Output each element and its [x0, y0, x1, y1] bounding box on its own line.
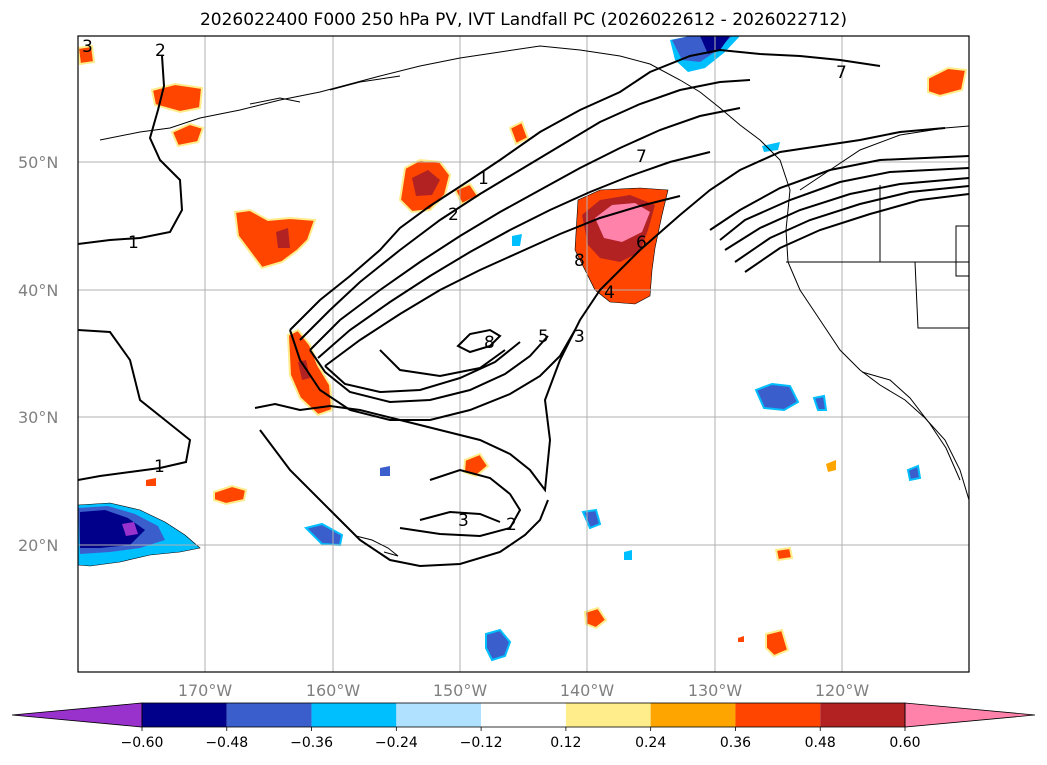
contour-label: 1	[154, 457, 165, 477]
colorbar-tick-label: 0.48	[805, 735, 836, 751]
longitude-labels: 170°W 160°W 150°W 140°W 130°W 120°W	[178, 681, 870, 700]
colorbar-segment	[311, 703, 397, 727]
lat-label: 30°N	[18, 408, 58, 427]
pv-positive-anomalies	[78, 44, 968, 658]
graticule	[78, 36, 969, 672]
colorbar-tick-label: −0.12	[460, 735, 503, 751]
contour-label: 1	[478, 169, 489, 189]
latitude-labels: 50°N 40°N 30°N 20°N	[18, 153, 58, 555]
contour-label: 4	[604, 283, 615, 303]
lon-label: 170°W	[178, 681, 233, 700]
colorbar-segment	[396, 703, 482, 727]
colorbar-segment	[142, 703, 227, 727]
map-frame	[77, 35, 970, 673]
colorbar-extend-high	[904, 702, 1036, 728]
contour-label: 3	[82, 37, 93, 57]
map-title: 2026022400 F000 250 hPa PV, IVT Landfall…	[199, 10, 847, 30]
colorbar: −0.60 −0.48 −0.36 −0.24 −0.12 0.12 0.24 0.36 0.4…	[11, 702, 1036, 751]
contour-label: 2	[448, 205, 459, 225]
lat-label: 40°N	[18, 281, 58, 300]
colorbar-tick-label: −0.60	[121, 735, 164, 751]
colorbar-tick-label: 0.24	[635, 735, 666, 751]
colorbar-segment	[226, 703, 312, 727]
lon-label: 140°W	[560, 681, 615, 700]
colorbar-segment	[481, 703, 566, 727]
contour-label: 5	[538, 327, 549, 347]
coastlines	[99, 45, 969, 557]
ivt-contours	[78, 48, 969, 568]
lat-label: 50°N	[18, 153, 58, 172]
colorbar-tick-label: −0.48	[205, 735, 248, 751]
colorbar-tick-label: 0.60	[889, 735, 920, 751]
contour-label: 6	[636, 233, 647, 253]
colorbar-segment	[820, 703, 905, 727]
colorbar-tick-label: 0.36	[720, 735, 751, 751]
contour-label: 8	[574, 251, 585, 271]
colorbar-tick-label: −0.36	[290, 735, 333, 751]
lon-label: 160°W	[306, 681, 361, 700]
contour-label: 7	[636, 147, 647, 167]
colorbar-segment	[735, 703, 821, 727]
contour-label: 8	[484, 333, 495, 353]
lon-label: 130°W	[688, 681, 743, 700]
contour-label: 3	[574, 327, 585, 347]
lon-label: 150°W	[433, 681, 488, 700]
colorbar-outline	[141, 702, 906, 728]
colorbar-tick-label: 0.12	[550, 735, 581, 751]
contour-labels: 3 2 1 1 2 8 5 3 6 4 8 7 7 1 3 2	[82, 37, 847, 535]
colorbar-segment	[565, 703, 651, 727]
colorbar-tick-label: −0.24	[375, 735, 418, 751]
lon-label: 120°W	[815, 681, 870, 700]
contour-label: 2	[155, 41, 166, 61]
lat-label: 20°N	[18, 536, 58, 555]
contour-label: 2	[506, 515, 517, 535]
colorbar-extend-low	[11, 702, 143, 728]
colorbar-segment	[650, 703, 736, 727]
contour-label: 3	[458, 511, 469, 531]
map-background	[78, 36, 969, 672]
contour-label: 1	[128, 233, 139, 253]
contour-label: 7	[836, 63, 847, 83]
